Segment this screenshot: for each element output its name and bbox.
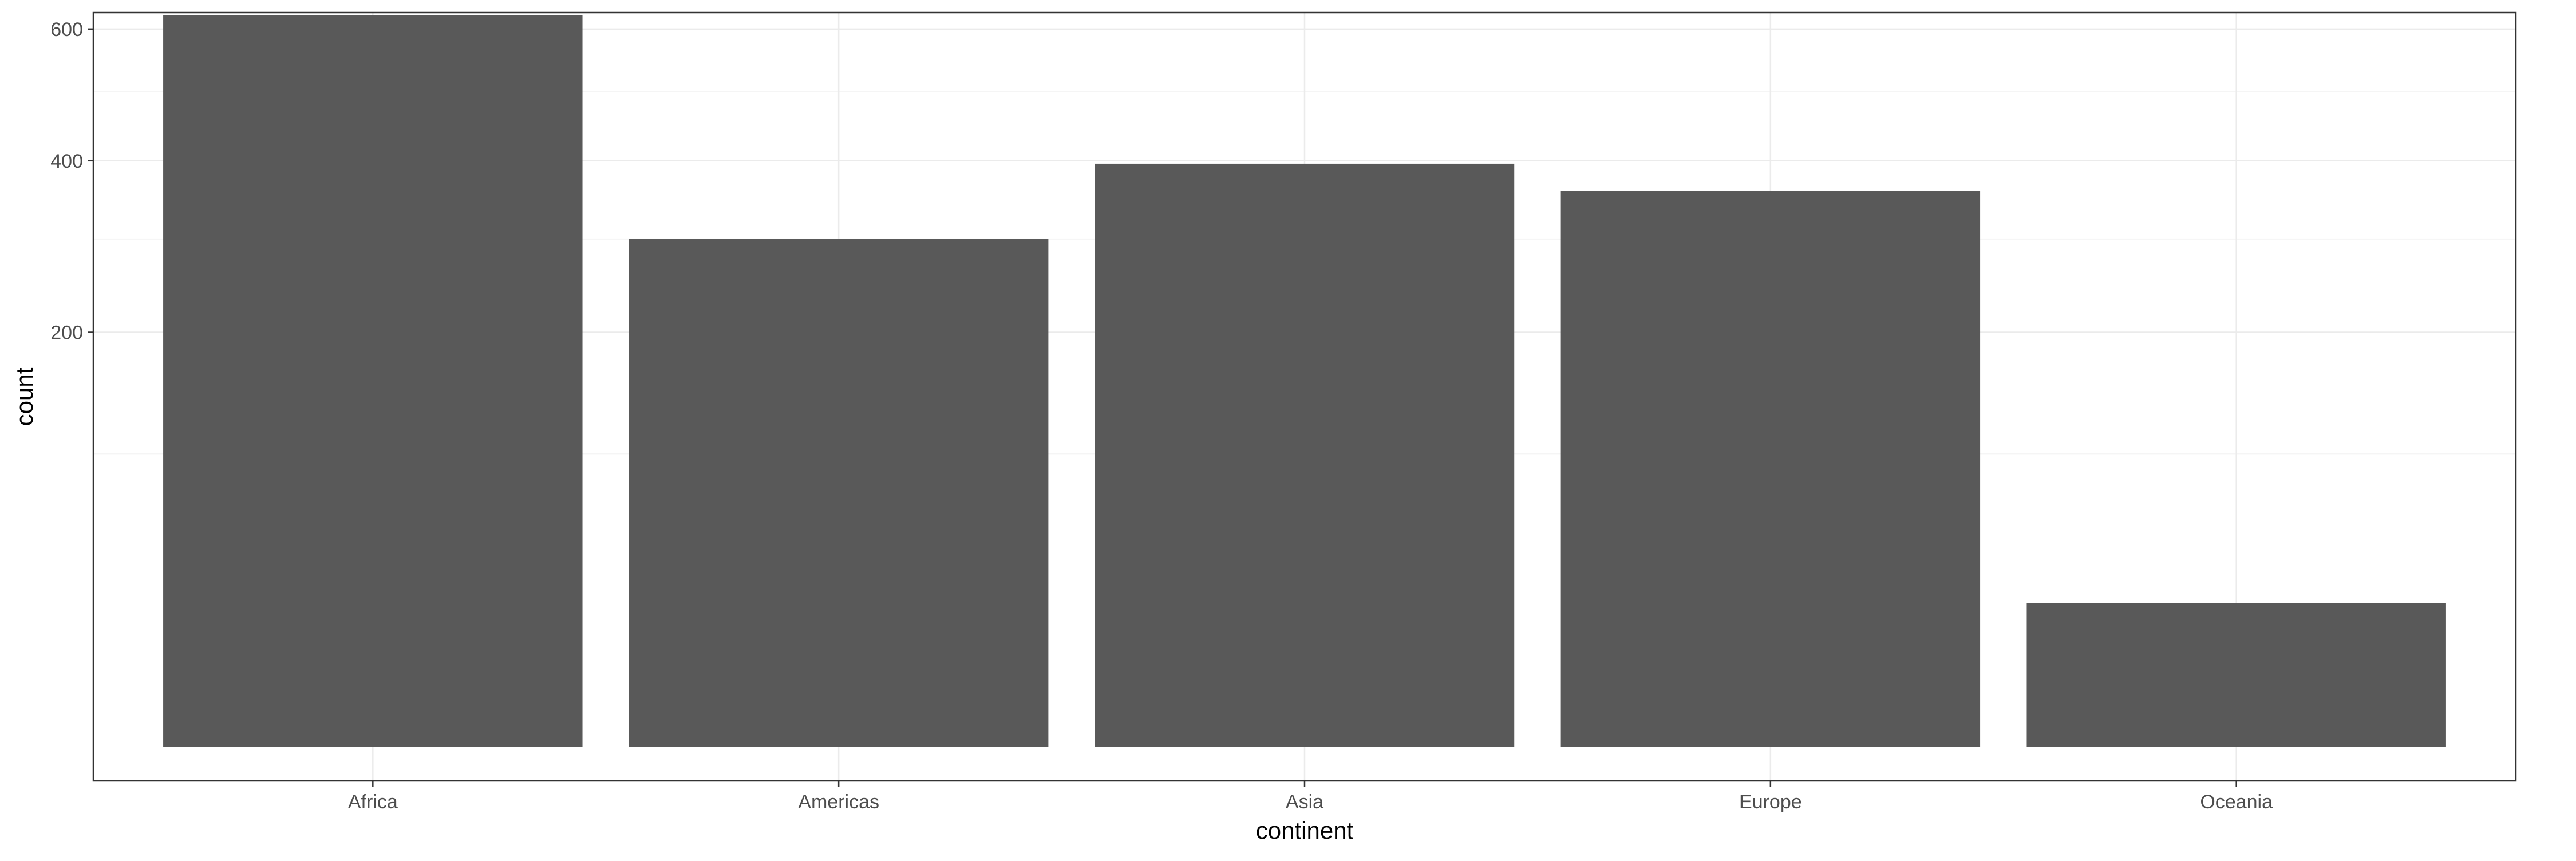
x-tick-label-americas: Americas [798, 791, 879, 813]
bars [163, 15, 2446, 747]
bar-europe [1560, 191, 1981, 747]
y-tick-label: 200 [50, 322, 83, 343]
x-axis-title: continent [1256, 817, 1354, 844]
y-axis: 200 400 600 [50, 19, 93, 343]
y-axis-title: count [11, 367, 38, 426]
bar-asia [1095, 163, 1515, 747]
x-tick-label-africa: Africa [348, 791, 398, 813]
x-tick-label-asia: Asia [1286, 791, 1323, 813]
bar-africa [163, 15, 583, 747]
y-tick-label: 600 [50, 19, 83, 41]
x-tick-label-oceania: Oceania [2200, 791, 2273, 813]
x-axis: Africa Americas Asia Europe Oceania [348, 781, 2273, 813]
bar-americas [629, 239, 1049, 747]
bar-oceania [2026, 603, 2446, 747]
y-tick-label: 400 [50, 151, 83, 172]
x-tick-label-europe: Europe [1739, 791, 1802, 813]
